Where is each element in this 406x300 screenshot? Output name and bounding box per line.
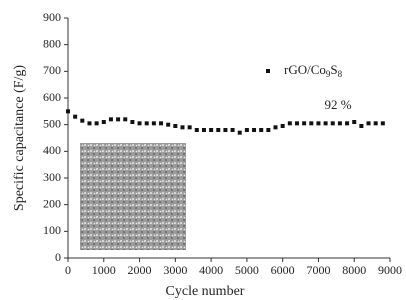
x-tick-label: 6000: [271, 263, 295, 277]
data-point: [138, 121, 142, 125]
x-tick-label: 8000: [342, 263, 366, 277]
x-tick-label: 1000: [92, 263, 116, 277]
x-tick-label: 0: [65, 263, 71, 277]
x-tick-label: 9000: [378, 263, 402, 277]
y-tick-label: 400: [43, 143, 61, 157]
y-tick-label: 200: [43, 196, 61, 210]
y-axis-title: Specific capacitance (F/g): [12, 65, 27, 211]
data-point: [216, 128, 220, 132]
inset-photo: [80, 143, 186, 250]
data-point: [195, 128, 199, 132]
y-tick-label: 700: [43, 63, 61, 77]
data-point: [288, 121, 292, 125]
data-point: [202, 128, 206, 132]
data-point: [130, 120, 134, 124]
x-tick-label: 2000: [128, 263, 152, 277]
data-point: [188, 125, 192, 129]
data-point: [123, 117, 127, 121]
x-tick-label: 7000: [306, 263, 330, 277]
data-point: [374, 121, 378, 125]
data-point: [324, 121, 328, 125]
data-point: [252, 128, 256, 132]
data-point: [159, 121, 163, 125]
data-point: [316, 121, 320, 125]
data-point: [166, 123, 170, 127]
chart: Cycle number Specific capacitance (F/g) …: [0, 0, 406, 300]
data-point: [145, 121, 149, 125]
data-point: [359, 124, 363, 128]
data-point: [173, 124, 177, 128]
data-point: [295, 121, 299, 125]
data-point: [259, 128, 263, 132]
data-point: [367, 121, 371, 125]
data-point: [352, 120, 356, 124]
data-point: [345, 121, 349, 125]
data-point: [87, 121, 91, 125]
y-tick-label: 500: [43, 116, 61, 130]
legend-label: rGO/Co9S8: [284, 62, 343, 79]
data-point: [73, 115, 77, 119]
y-tick-label: 300: [43, 170, 61, 184]
data-point: [152, 121, 156, 125]
annotation: 92 %: [324, 97, 351, 112]
legend-marker: [266, 69, 270, 73]
y-tick-label: 900: [43, 10, 61, 24]
y-tick-label: 600: [43, 90, 61, 104]
data-point: [331, 121, 335, 125]
data-point: [95, 121, 99, 125]
data-point: [302, 121, 306, 125]
data-point: [80, 119, 84, 123]
y-tick-label: 0: [55, 250, 61, 264]
data-point: [66, 109, 70, 113]
data-point: [180, 125, 184, 129]
data-point: [274, 125, 278, 129]
data-point: [281, 124, 285, 128]
x-tick-label: 3000: [163, 263, 187, 277]
x-axis-title: Cycle number: [166, 284, 245, 299]
data-point: [109, 117, 113, 121]
data-point: [116, 117, 120, 121]
data-point: [381, 121, 385, 125]
data-point: [223, 128, 227, 132]
data-point: [309, 121, 313, 125]
x-tick-label: 4000: [199, 263, 223, 277]
data-point: [102, 120, 106, 124]
data-point: [338, 121, 342, 125]
data-point: [266, 128, 270, 132]
data-point: [238, 131, 242, 135]
x-tick-label: 5000: [235, 263, 259, 277]
data-point: [245, 128, 249, 132]
y-tick-label: 800: [43, 36, 61, 50]
y-tick-label: 100: [43, 223, 61, 237]
data-point: [231, 128, 235, 132]
data-point: [209, 128, 213, 132]
